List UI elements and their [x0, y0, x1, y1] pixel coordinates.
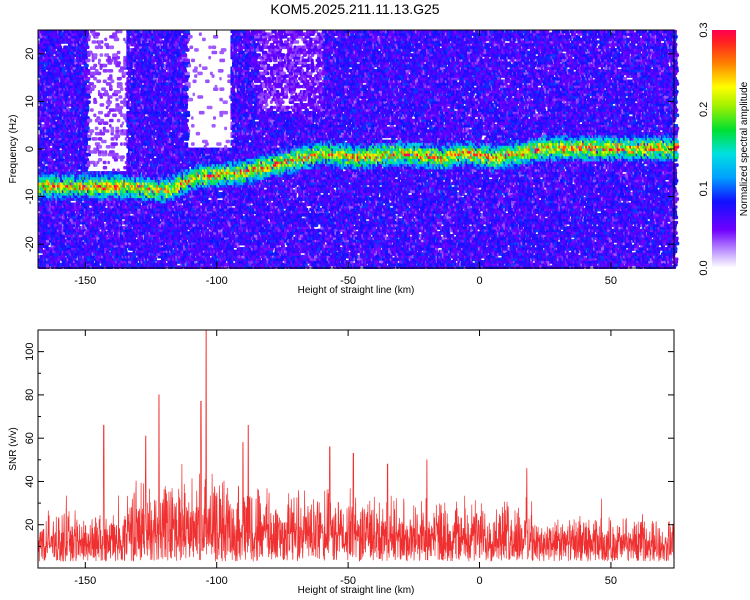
spectrogram-cells — [38, 30, 679, 269]
spectrogram-cell — [98, 90, 100, 94]
spectrogram-cell — [109, 119, 114, 123]
spectrogram-cell — [98, 145, 102, 149]
spectrogram-cell — [117, 135, 120, 139]
spectrogram-cell — [74, 260, 77, 264]
spectrogram-cell — [117, 119, 121, 123]
spectrogram-cell — [117, 61, 121, 65]
spectrogram-cell — [101, 40, 103, 44]
spectrogram-cell — [101, 150, 104, 154]
spectrogram-cell — [103, 161, 107, 165]
spectrogram-cell — [98, 150, 102, 154]
spectrogram-cell — [103, 64, 108, 68]
spectrogram-cell — [104, 90, 108, 94]
spectrogram-cell — [55, 77, 59, 81]
spectrogram-cell — [120, 155, 125, 159]
spectrogram-cell — [89, 35, 92, 39]
spectrogram-cell — [120, 142, 123, 146]
spectrogram-cell — [109, 85, 113, 89]
spectrogram-cell — [100, 46, 104, 50]
spectrogram-cell — [90, 132, 93, 136]
spectrogram-cell — [122, 221, 124, 225]
spectrogram-cell — [100, 129, 102, 133]
spectrogram-cell — [106, 145, 111, 149]
spectrogram-cell — [112, 114, 117, 118]
spectrogram-cell — [117, 155, 121, 159]
spectrogram-cell — [96, 116, 100, 120]
figure: KOM5.2025.211.11.13.G25 -150 -100 -50 0 50 -… — [0, 0, 750, 600]
chart-title: KOM5.2025.211.11.13.G25 — [270, 1, 439, 17]
spectrogram-cell — [107, 69, 113, 73]
spectrogram-cell — [93, 64, 97, 68]
spectrogram-cell — [44, 98, 48, 102]
spectrogram-cell — [87, 145, 91, 149]
spectrogram-cell — [92, 40, 97, 44]
spectrogram-cell — [107, 161, 110, 165]
spectrogram-cell — [141, 239, 144, 243]
spectrogram-cell — [98, 111, 103, 115]
spectrogram-cell — [120, 87, 124, 91]
spectrogram-cell — [85, 64, 89, 68]
spectrogram-cell — [115, 35, 117, 39]
spectrogram-cell — [117, 56, 120, 60]
spectrogram-cell — [118, 95, 122, 99]
spectrogram-cell — [100, 103, 105, 107]
spectrogram-cell — [90, 108, 94, 112]
spectrogram-cell — [103, 121, 109, 125]
spectrogram-cell — [100, 95, 104, 99]
spectrogram-cell — [118, 106, 123, 110]
spectrogram-cell — [85, 100, 91, 104]
spectrogram-cell — [123, 142, 126, 146]
spectrogram-cell — [112, 142, 118, 146]
spectrogram-cell — [111, 80, 115, 84]
spectrogram-cell — [89, 119, 93, 123]
spectrogram-cell — [93, 98, 96, 102]
spectrogram-cell — [122, 121, 125, 125]
spectrogram-cell — [93, 114, 96, 118]
spectrogram-cell — [103, 166, 108, 170]
spectrogram-cell — [98, 158, 102, 162]
spectrogram-cell — [95, 137, 98, 141]
spectrogram-cell — [109, 74, 113, 78]
spectrogram-cell — [98, 59, 101, 63]
spectrogram-cell — [96, 72, 101, 76]
spectrogram-cell — [104, 150, 107, 154]
spectrogram-cell — [115, 98, 118, 102]
spectrogram-cell — [93, 77, 97, 81]
spectrogram-cell — [117, 77, 122, 81]
spectrogram-cell — [107, 56, 111, 60]
spectrogram-cell — [103, 127, 106, 131]
spectrogram-cell — [104, 38, 107, 42]
spectrogram-cell — [109, 46, 114, 50]
spectrogram-cell — [117, 169, 120, 173]
spectrogram-cell — [93, 53, 97, 57]
spectrogram-cell — [117, 82, 123, 86]
spectrogram-cell — [101, 140, 107, 144]
spectrogram-cell — [95, 32, 100, 36]
spectrogram-cell — [106, 129, 110, 133]
spectrogram-cell — [103, 69, 108, 73]
spectrogram-cell — [100, 53, 104, 57]
spectrogram-cell — [115, 90, 121, 94]
spectrogram-cell — [114, 59, 118, 63]
spectrogram-cell — [117, 51, 121, 55]
spectrogram-cell — [95, 127, 99, 131]
spectrogram-cell — [107, 95, 112, 99]
spectrogram-cell — [96, 80, 101, 84]
spectrogram-cell — [111, 127, 115, 131]
spectrogram-cell — [115, 127, 119, 131]
spectrogram-cell — [92, 85, 97, 89]
